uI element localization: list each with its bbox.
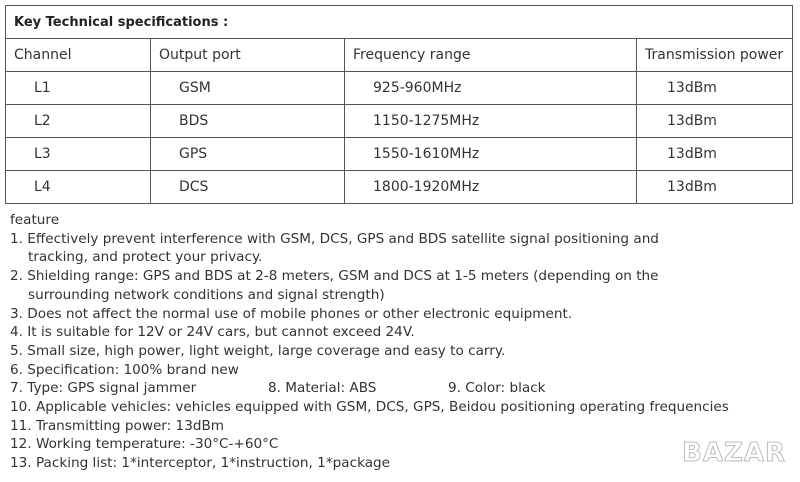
feature-2: 2. Shielding range: GPS and BDS at 2-8 m… bbox=[10, 268, 659, 285]
cell: 13dBm bbox=[636, 170, 793, 204]
col-channel: Channel bbox=[5, 38, 151, 72]
feature-8: 8. Material: ABS bbox=[268, 380, 377, 397]
cell: BDS bbox=[150, 104, 345, 138]
feature-9: 9. Color: black bbox=[448, 380, 546, 397]
col-power: Transmission power bbox=[636, 38, 793, 72]
feature-5: 5. Small size, high power, light weight,… bbox=[10, 342, 506, 359]
cell: 925-960MHz bbox=[344, 71, 637, 105]
table-row: L4 DCS 1800-1920MHz 13dBm bbox=[5, 170, 793, 204]
cell: 1150-1275MHz bbox=[344, 104, 637, 138]
spec-table: Key Technical specifications : Channel O… bbox=[5, 5, 793, 204]
feature-list: feature 1. Effectively prevent interfere… bbox=[10, 211, 729, 473]
feature-heading: feature bbox=[10, 212, 60, 228]
cell: GSM bbox=[150, 71, 345, 105]
feature-2-cont: surrounding network conditions and signa… bbox=[28, 286, 385, 303]
col-frequency: Frequency range bbox=[344, 38, 637, 72]
cell: 1550-1610MHz bbox=[344, 137, 637, 171]
feature-7: 7. Type: GPS signal jammer bbox=[10, 380, 197, 397]
cell: 13dBm bbox=[636, 104, 793, 138]
feature-6: 6. Specification: 100% brand new bbox=[10, 361, 239, 378]
cell: 1800-1920MHz bbox=[344, 170, 637, 204]
col-output-port: Output port bbox=[150, 38, 345, 72]
table-row: L3 GPS 1550-1610MHz 13dBm bbox=[5, 137, 793, 171]
feature-1: 1. Effectively prevent interference with… bbox=[10, 230, 659, 247]
cell: 13dBm bbox=[636, 71, 793, 105]
feature-3: 3. Does not affect the normal use of mob… bbox=[10, 305, 573, 322]
feature-10: 10. Applicable vehicles: vehicles equipp… bbox=[10, 399, 729, 416]
cell: DCS bbox=[150, 170, 345, 204]
spec-title: Key Technical specifications : bbox=[5, 5, 793, 39]
cell: GPS bbox=[150, 137, 345, 171]
cell: L2 bbox=[5, 104, 151, 138]
feature-4: 4. It is suitable for 12V or 24V cars, b… bbox=[10, 324, 415, 341]
cell: L3 bbox=[5, 137, 151, 171]
watermark-logo: BAZAR bbox=[682, 438, 786, 469]
feature-11: 11. Transmitting power: 13dBm bbox=[10, 417, 225, 434]
cell: L4 bbox=[5, 170, 151, 204]
table-row: L1 GSM 925-960MHz 13dBm bbox=[5, 71, 793, 105]
table-row: L2 BDS 1150-1275MHz 13dBm bbox=[5, 104, 793, 138]
cell: 13dBm bbox=[636, 137, 793, 171]
cell: L1 bbox=[5, 71, 151, 105]
table-header: Channel Output port Frequency range Tran… bbox=[5, 38, 793, 72]
feature-1-cont: tracking, and protect your privacy. bbox=[28, 249, 263, 266]
feature-13: 13. Packing list: 1*interceptor, 1*instr… bbox=[10, 455, 391, 472]
feature-12: 12. Working temperature: -30°C-+60°C bbox=[10, 436, 279, 453]
